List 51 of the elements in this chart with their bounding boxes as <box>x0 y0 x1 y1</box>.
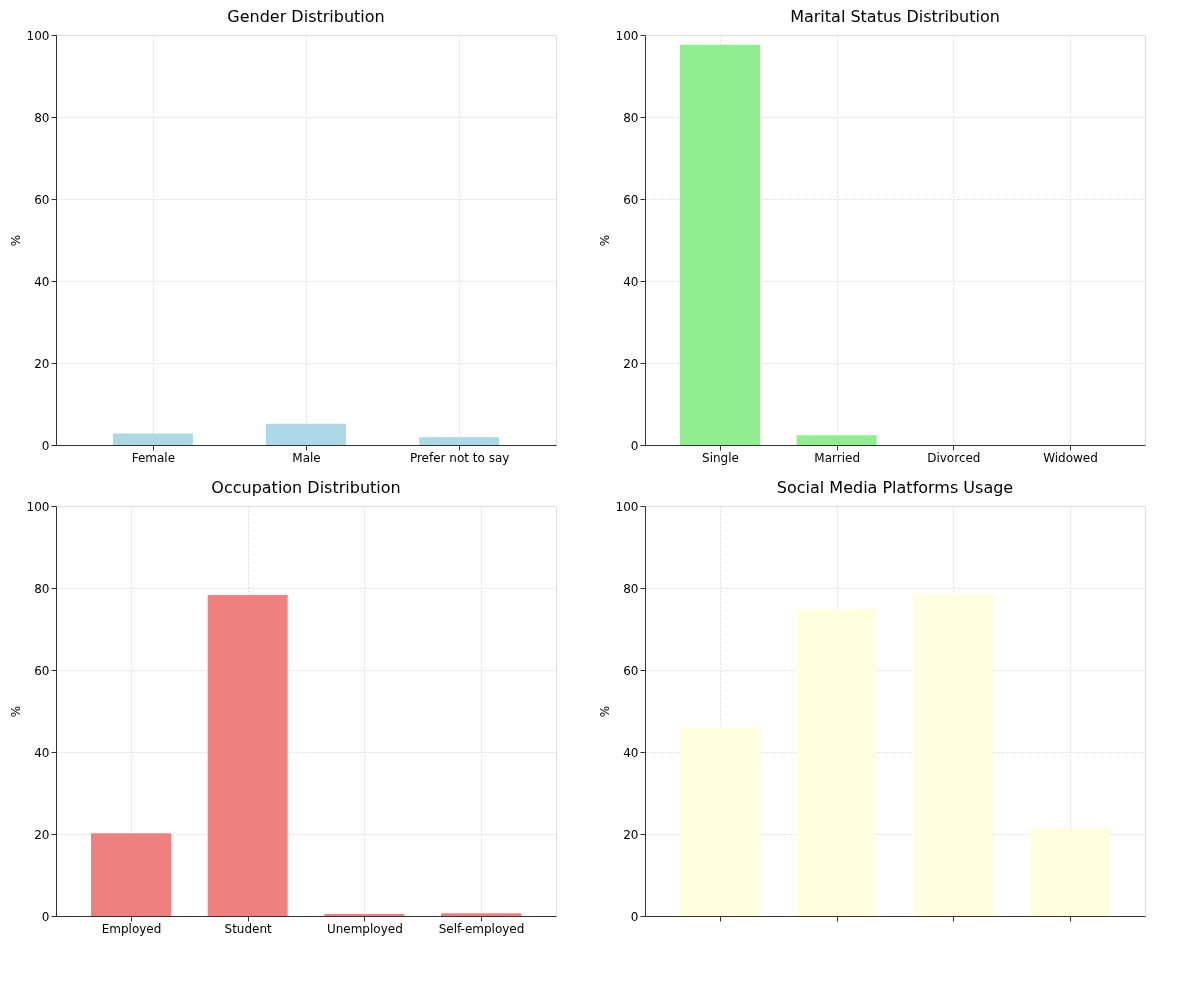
bar <box>324 913 405 916</box>
bar <box>796 608 877 916</box>
y-tick-label: 0 <box>630 909 639 924</box>
bar <box>91 833 171 916</box>
x-tick-label: Female <box>131 450 176 465</box>
x-tick-label: Male <box>292 450 321 465</box>
y-axis-title: % <box>8 705 23 718</box>
x-tick-label: Student <box>224 921 273 936</box>
y-tick-label: 40 <box>623 745 639 760</box>
y-tick-label: 60 <box>623 192 639 207</box>
y-tick-label: 100 <box>615 499 639 514</box>
y-tick-label: 40 <box>34 274 50 289</box>
y-axis-title: % <box>8 234 23 247</box>
bar <box>207 594 288 916</box>
x-tick-label: Widowed <box>1043 450 1098 465</box>
y-tick-label: 60 <box>34 663 50 678</box>
y-tick-label: 20 <box>34 356 50 371</box>
y-tick-label: 20 <box>34 827 50 842</box>
y-tick-label: 100 <box>26 499 50 514</box>
x-tick-label: Self-employed <box>438 921 525 936</box>
y-tick-label: 80 <box>34 110 50 125</box>
bar <box>1030 828 1110 916</box>
x-tick-label: Divorced <box>927 450 981 465</box>
x-tick-label: Married <box>814 450 861 465</box>
y-tick-label: 20 <box>623 827 639 842</box>
y-tick-label: 100 <box>615 28 639 43</box>
x-tick-label: Unemployed <box>326 921 403 936</box>
y-tick-label: 0 <box>41 909 50 924</box>
y-tick-label: 80 <box>623 581 639 596</box>
bar <box>680 727 760 916</box>
chart-title: Marital Status Distribution <box>790 7 1000 26</box>
y-tick-label: 60 <box>623 663 639 678</box>
y-tick-label: 80 <box>34 581 50 596</box>
y-tick-label: 0 <box>630 438 639 453</box>
y-tick-label: 20 <box>623 356 639 371</box>
chart-title: Gender Distribution <box>227 7 385 26</box>
y-axis-title: % <box>597 234 612 247</box>
chart-title: Social Media Platforms Usage <box>776 478 1014 497</box>
bar <box>913 594 994 916</box>
bar <box>441 913 521 916</box>
chart-title: Occupation Distribution <box>211 478 401 497</box>
y-tick-label: 0 <box>41 438 50 453</box>
x-tick-label: Single <box>702 450 739 465</box>
y-tick-label: 40 <box>623 274 639 289</box>
y-axis-title: % <box>597 705 612 718</box>
y-tick-label: 60 <box>34 192 50 207</box>
y-tick-label: 80 <box>623 110 639 125</box>
y-tick-label: 40 <box>34 745 50 760</box>
x-tick-label: Employed <box>101 921 162 936</box>
x-tick-label: Prefer not to say <box>409 450 510 465</box>
y-tick-label: 100 <box>26 28 50 43</box>
